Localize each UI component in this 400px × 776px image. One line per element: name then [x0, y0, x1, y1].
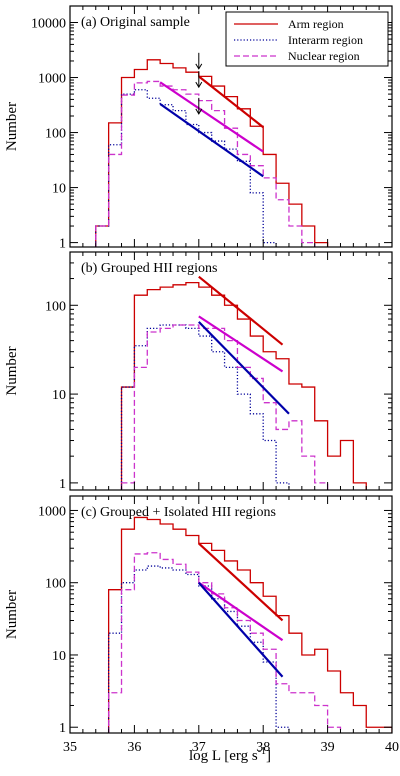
histogram-nuclear-region — [95, 80, 316, 247]
y-axis-label: Number — [4, 590, 20, 639]
legend-label: Interarm region — [288, 33, 363, 47]
y-tick-label: 10 — [52, 182, 66, 197]
histogram-interarm-region — [107, 565, 290, 733]
panel-title: (a) Original sample — [81, 15, 190, 30]
y-axis-label: Number — [4, 346, 20, 395]
panel-title: (b) Grouped HII regions — [81, 261, 217, 276]
y-tick-label: 10000 — [31, 17, 66, 32]
y-tick-label: 1000 — [38, 72, 66, 87]
fit-line-nuclear-region — [159, 81, 264, 153]
histogram-arm-region — [120, 281, 367, 490]
y-tick-label: 100 — [45, 127, 66, 142]
y-tick-label: 1 — [59, 721, 66, 736]
panel-frame — [69, 5, 393, 248]
histogram-arm-region — [107, 516, 392, 733]
fit-line-interarm-region — [159, 103, 264, 178]
fit-line-arm-region — [198, 275, 284, 346]
plot-area — [95, 59, 329, 247]
panel-frame — [69, 251, 393, 491]
y-tick-label: 1 — [59, 237, 66, 252]
y-tick-label: 1 — [59, 477, 66, 492]
legend: Arm region Interarm region Nuclear region — [225, 11, 389, 67]
y-tick-label: 10 — [52, 388, 66, 403]
fit-line-nuclear-region — [198, 581, 284, 642]
x-tick-label: 36 — [127, 740, 141, 755]
panel-a: 1 10 100 1000 10000 (a) Original sample Number… — [4, 5, 393, 252]
y-tick-label: 10 — [52, 649, 66, 664]
legend-label: Nuclear region — [288, 49, 360, 63]
panel-title: (c) Grouped + Isolated HII regions — [81, 505, 276, 520]
arrow-head — [195, 81, 203, 89]
y-tick-label: 100 — [45, 299, 66, 314]
fit-line-nuclear-region — [198, 315, 284, 373]
panel-c: 1 10 100 1000 35 36 37 38 39 40 (c) Grouped + Isol… — [4, 495, 399, 755]
panels: 1 10 100 1000 10000 (a) Original sample Number… — [4, 5, 399, 755]
fit-line-arm-region — [198, 75, 264, 129]
legend-box — [225, 11, 389, 67]
fit-line-interarm-region — [198, 321, 290, 415]
legend-label: Arm region — [288, 17, 344, 31]
arrow-head — [195, 63, 203, 70]
x-tick-label: 37 — [192, 740, 206, 755]
histogram-arm-region — [95, 59, 329, 247]
histogram-nuclear-region — [107, 552, 342, 733]
x-tick-label: 40 — [385, 740, 399, 755]
y-tick-label: 1000 — [38, 504, 66, 519]
plot-area — [120, 275, 367, 490]
histogram-nuclear-region — [120, 324, 329, 490]
y-tick-label: 100 — [45, 577, 66, 592]
panel-frame — [69, 495, 393, 734]
fit-line-arm-region — [198, 542, 284, 622]
plot-area — [107, 516, 392, 733]
panel-b: 1 10 100 (b) Grouped HII regions Number — [4, 251, 393, 492]
arrow-head — [195, 108, 203, 115]
x-tick-label: 38 — [256, 740, 270, 755]
x-tick-label: 39 — [321, 740, 335, 755]
y-axis-label: Number — [4, 102, 20, 151]
x-tick-label: 35 — [63, 740, 77, 755]
x-axis-label: log L [erg s-1] — [189, 746, 271, 764]
fit-line-interarm-region — [197, 581, 284, 678]
histogram-interarm-region — [95, 89, 277, 247]
